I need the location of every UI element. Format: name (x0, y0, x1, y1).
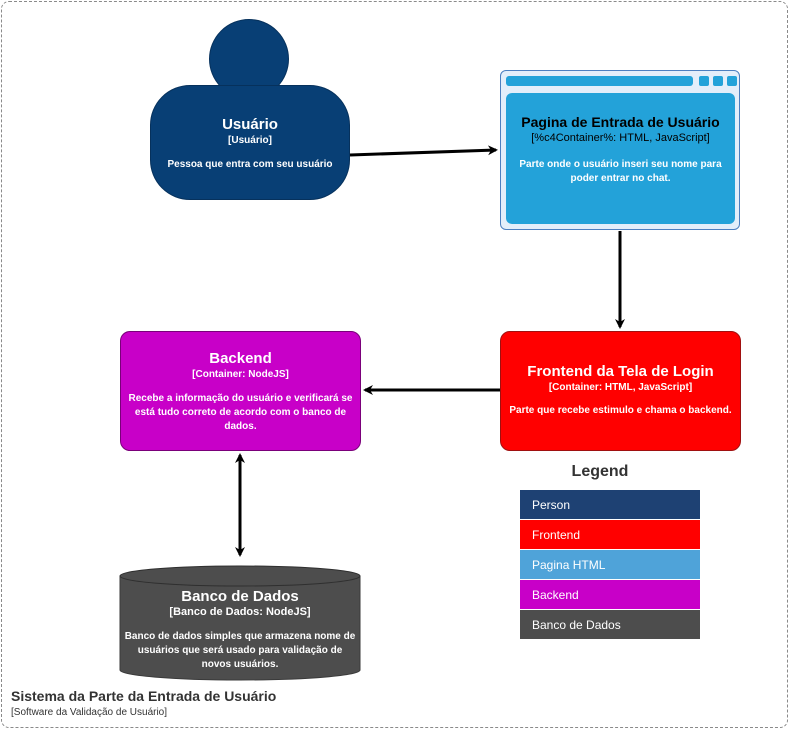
database-title: Banco de Dados (181, 588, 299, 605)
legend-label: Backend (532, 588, 579, 602)
legend-item-pagina-html: Pagina HTML (520, 550, 700, 580)
person-description: Pessoa que entra com seu usuário (167, 159, 333, 170)
legend-item-frontend: Frontend (520, 520, 700, 550)
frontend-title: Frontend da Tela de Login (527, 363, 714, 380)
boundary-subtitle: [Software da Validação de Usuário] (11, 707, 168, 718)
database-node: Banco de Dados [Banco de Dados: NodeJS] … (120, 586, 360, 680)
browser-button-3 (727, 76, 737, 86)
person-stereotype: [Usuário] (228, 135, 272, 146)
webpage-title: Pagina de Entrada de Usuário (521, 114, 720, 130)
backend-stereotype: [Container: NodeJS] (192, 369, 289, 380)
webpage-stereotype: [%c4Container%: HTML, JavaScript] (531, 132, 710, 144)
legend-item-backend: Backend (520, 580, 700, 610)
database-cylinder (119, 565, 361, 681)
browser-button-2 (713, 76, 723, 86)
frontend-stereotype: [Container: HTML, JavaScript] (548, 382, 693, 393)
webpage-description: Parte onde o usuário inseri seu nome par… (519, 159, 722, 184)
frontend-node: Frontend da Tela de Login [Container: HT… (500, 331, 741, 451)
edge-person-to-webpage (349, 145, 498, 157)
legend-title: Legend (571, 463, 629, 480)
legend-label: Banco de Dados (532, 618, 621, 632)
legend-label: Frontend (532, 528, 581, 542)
backend-title: Backend (209, 350, 272, 367)
legend-item-person: Person (520, 490, 700, 520)
legend-label: Person (532, 498, 571, 512)
frontend-description: Parte que recebe estimulo e chama o back… (509, 405, 732, 416)
legend-item-banco-de-dados: Banco de Dados (520, 610, 700, 640)
person-node: Usuário [Usuário] Pessoa que entra com s… (150, 85, 350, 200)
database-description: Banco de dados simples que armazena nome… (124, 631, 356, 670)
webpage-node: Pagina de Entrada de Usuário [%c4Contain… (506, 93, 735, 224)
person-title: Usuário (222, 116, 278, 133)
legend-label: Pagina HTML (532, 558, 606, 572)
boundary-title: Sistema da Parte da Entrada de Usuário (11, 688, 277, 704)
backend-description: Recebe a informação do usuário e verific… (128, 393, 353, 432)
browser-button-1 (699, 76, 709, 86)
database-stereotype: [Banco de Dados: NodeJS] (169, 606, 311, 618)
browser-address-bar (506, 76, 693, 86)
backend-node: Backend [Container: NodeJS] Recebe a inf… (120, 331, 361, 451)
